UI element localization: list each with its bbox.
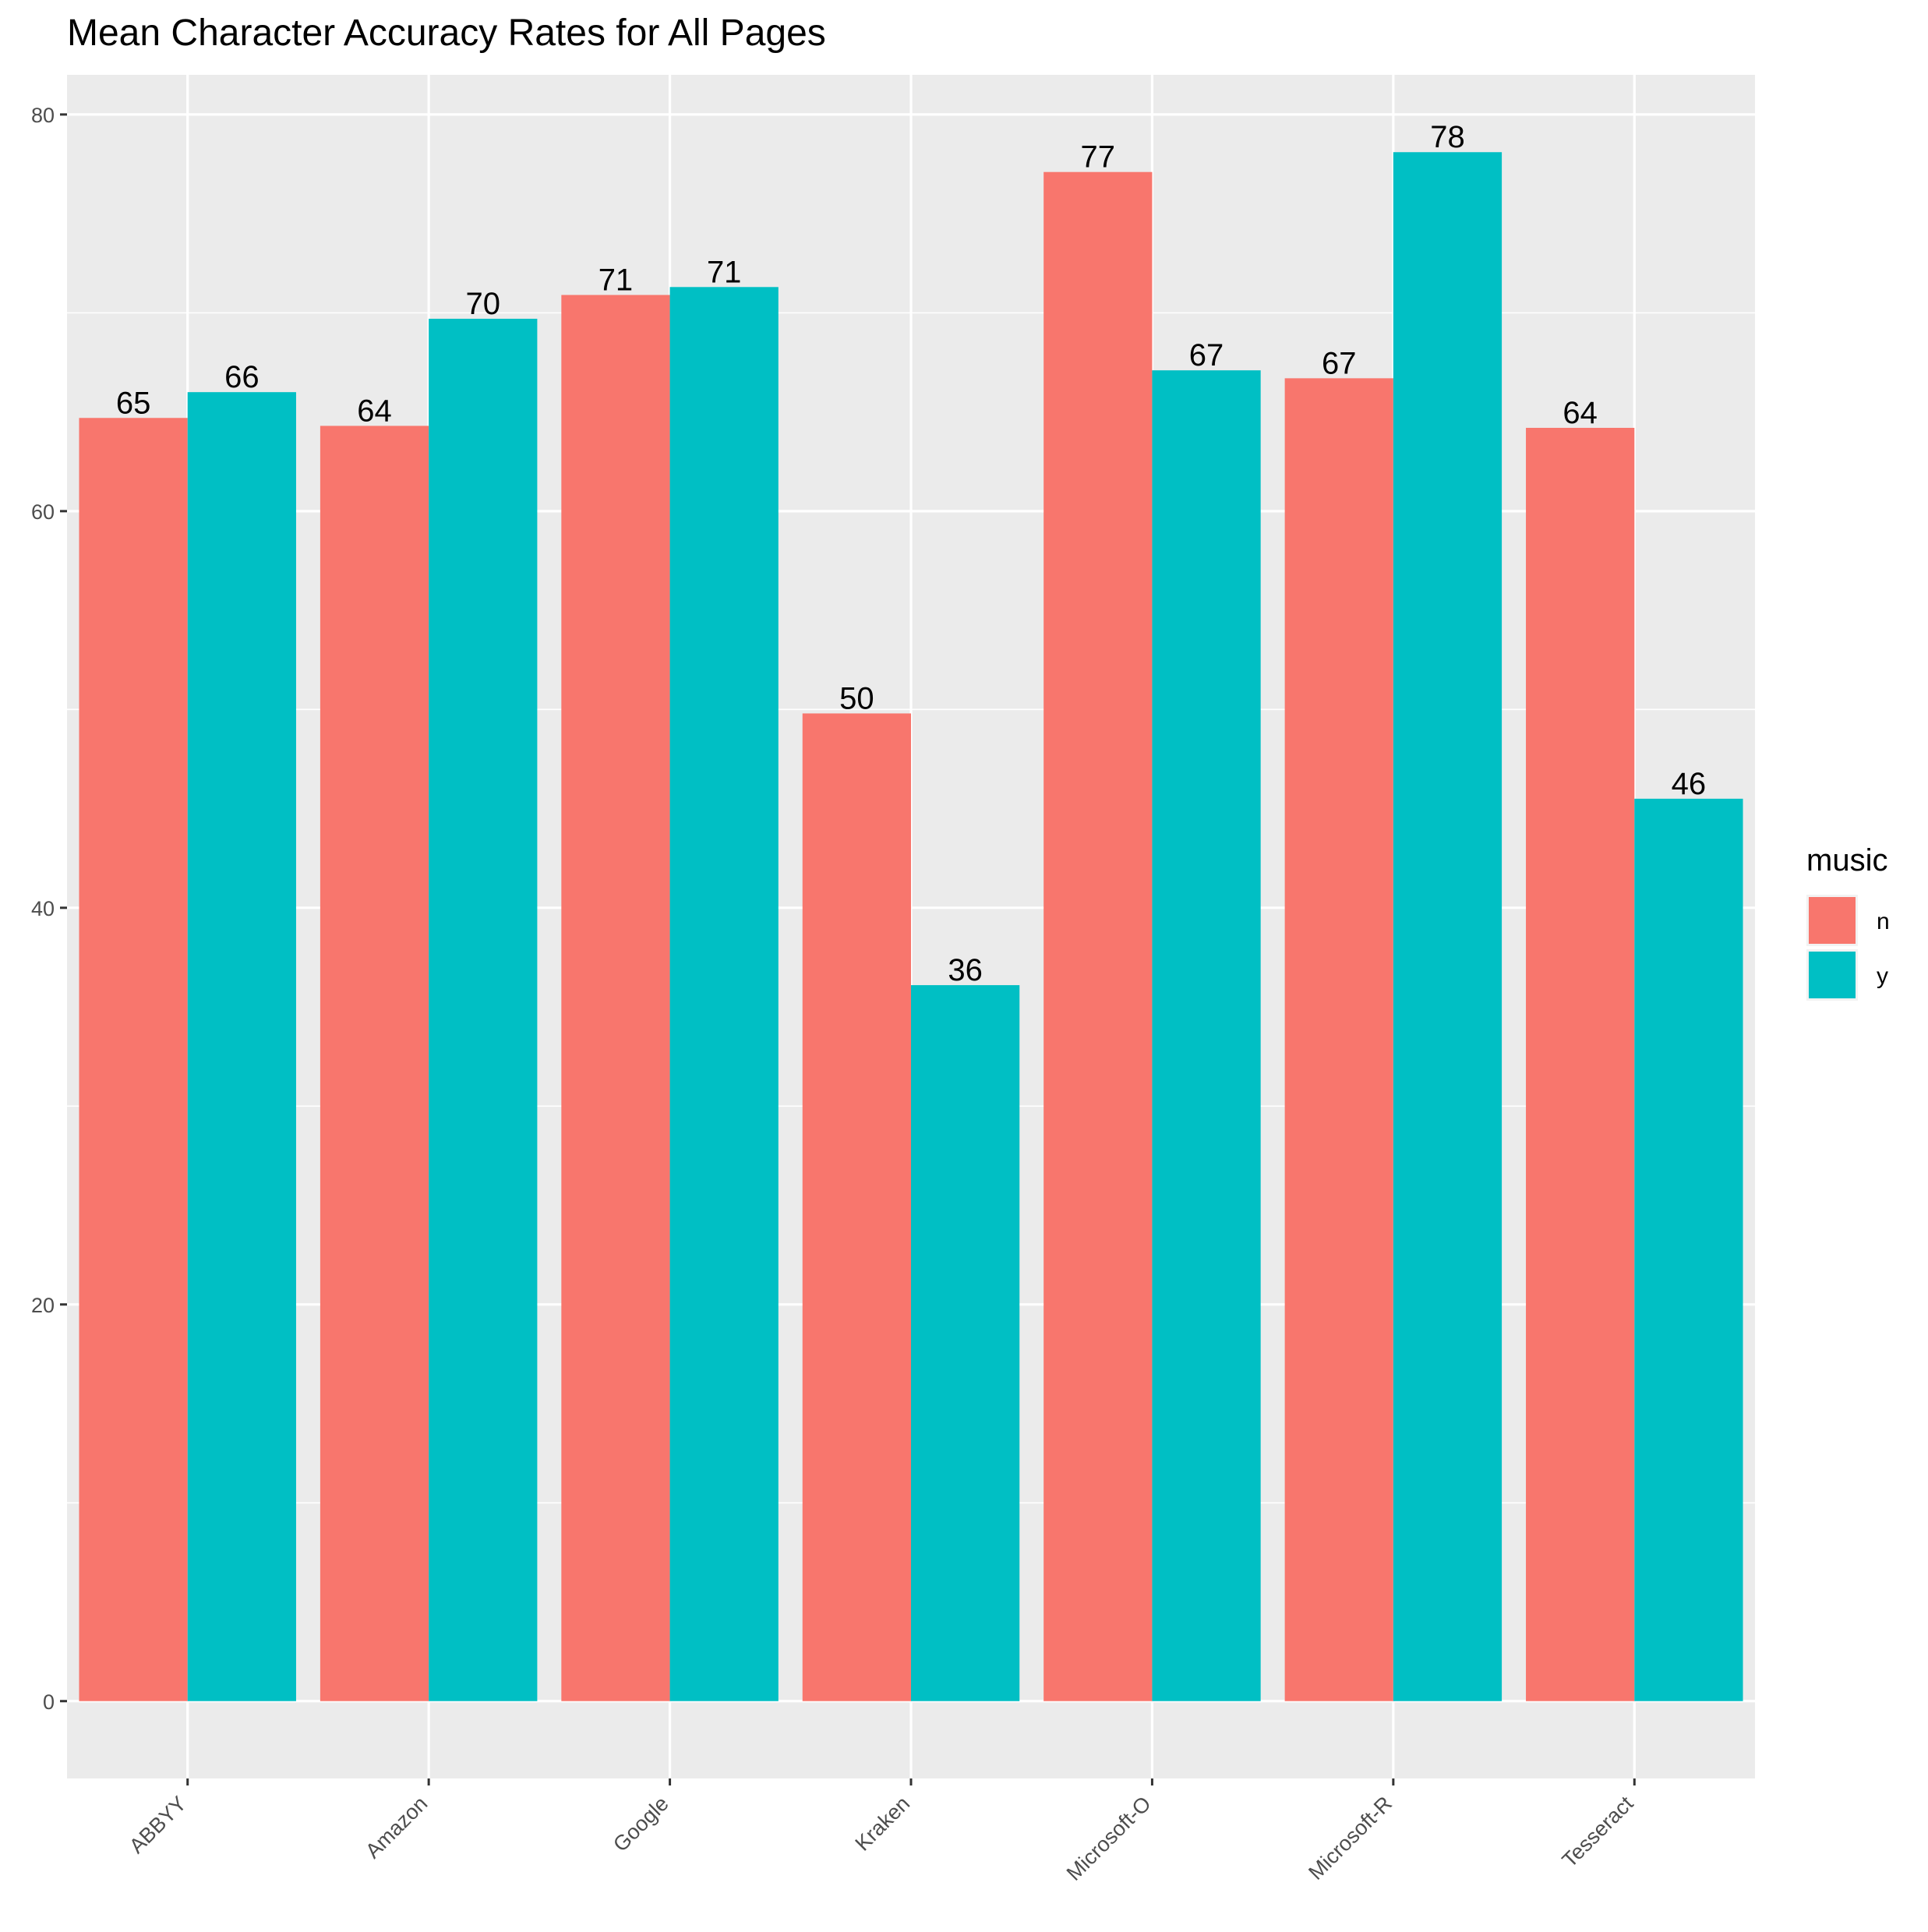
bar-y-amazon xyxy=(429,319,538,1701)
data-label: 77 xyxy=(1081,140,1116,175)
data-label: 67 xyxy=(1189,338,1224,373)
x-tick-label: Google xyxy=(609,1792,673,1856)
x-tick-label: Amazon xyxy=(361,1792,432,1863)
data-label: 67 xyxy=(1322,346,1357,380)
chart-title: Mean Character Accuracy Rates for All Pa… xyxy=(67,12,826,54)
x-tick-label: Microsoft-O xyxy=(1062,1792,1156,1885)
y-tick-label: 80 xyxy=(31,104,55,127)
plot-panel: 0 20 40 60 80 65 64 71 50 77 67 64 66 70 71 36 67 78 46 ABB… xyxy=(31,75,1755,1885)
bar-n-abbyy xyxy=(79,418,188,1701)
y-tick-label: 60 xyxy=(31,500,55,524)
legend-label-y: y xyxy=(1877,963,1888,989)
bar-y-microsoft-r xyxy=(1393,152,1502,1701)
data-label: 71 xyxy=(707,255,742,289)
data-label: 71 xyxy=(599,263,634,297)
x-tick-label: Microsoft-R xyxy=(1304,1792,1397,1884)
data-label: 70 xyxy=(466,287,501,321)
data-label: 50 xyxy=(839,681,874,715)
data-label: 64 xyxy=(357,394,392,428)
data-label: 65 xyxy=(116,386,151,420)
bar-n-google xyxy=(561,295,670,1701)
data-label: 64 xyxy=(1563,396,1598,430)
bar-n-microsoft-r xyxy=(1284,378,1393,1701)
legend: music n y xyxy=(1806,843,1890,1001)
bar-y-tesseract xyxy=(1634,798,1743,1701)
bar-y-abbyy xyxy=(187,392,296,1701)
data-label: 78 xyxy=(1430,120,1465,154)
y-tick-label: 0 xyxy=(43,1690,55,1714)
legend-title: music xyxy=(1806,843,1887,878)
bar-y-microsoft-o xyxy=(1152,370,1261,1701)
bar-n-amazon xyxy=(320,426,429,1701)
bar-n-kraken xyxy=(802,713,911,1701)
y-tick-label: 40 xyxy=(31,897,55,920)
y-tick-label: 20 xyxy=(31,1294,55,1317)
data-label: 66 xyxy=(224,360,260,394)
x-tick-label: Tesseract xyxy=(1558,1792,1638,1872)
data-label: 46 xyxy=(1672,767,1707,801)
bar-y-google xyxy=(669,287,779,1701)
x-tick-label: ABBYY xyxy=(125,1792,191,1858)
legend-key-y xyxy=(1809,952,1856,998)
bar-n-microsoft-o xyxy=(1043,171,1153,1701)
data-label: 36 xyxy=(948,953,983,987)
legend-key-n xyxy=(1809,897,1856,944)
bar-n-tesseract xyxy=(1526,427,1635,1701)
bar-y-kraken xyxy=(911,985,1020,1701)
legend-label-n: n xyxy=(1877,909,1890,934)
x-tick-label: Kraken xyxy=(851,1792,915,1856)
